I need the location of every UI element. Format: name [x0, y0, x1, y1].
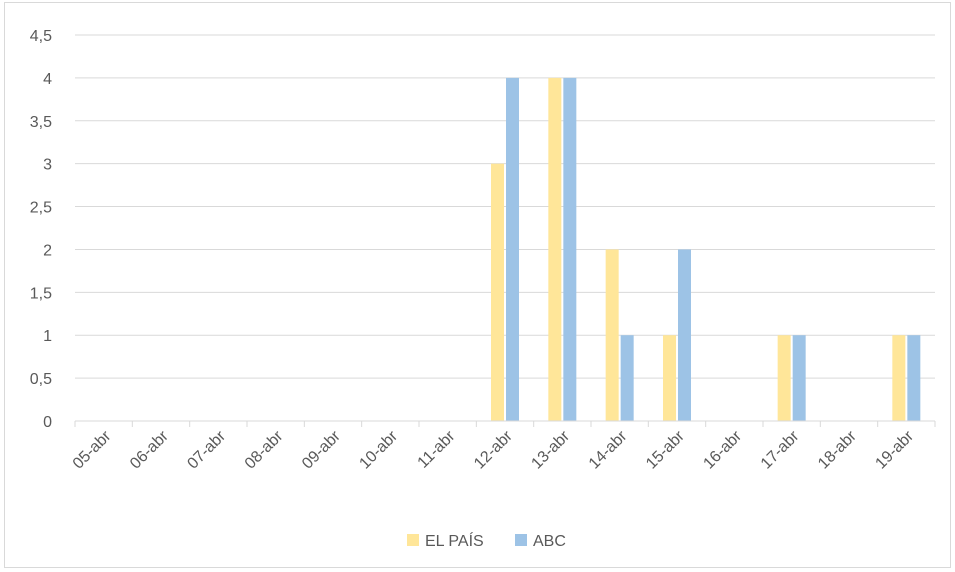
x-tick-label: 10-abr: [356, 427, 401, 472]
x-tick-label: 07-abr: [184, 427, 229, 472]
legend: EL PAÍS ABC: [407, 531, 566, 550]
y-tick-label: 1,5: [30, 285, 52, 302]
y-tick-label: 3,5: [30, 114, 52, 131]
x-tick-label: 12-abr: [471, 427, 516, 472]
x-tick-label: 13-abr: [528, 427, 573, 472]
bar: [563, 77, 577, 421]
bar: [620, 335, 634, 421]
bar: [605, 249, 619, 421]
y-tick-label: 0: [43, 414, 52, 431]
x-axis-tick-labels: 05-abr 06-abr 07-abr 08-abr 09-abr 10-abr 11-a…: [70, 427, 918, 472]
y-tick-label: 0,5: [30, 371, 52, 388]
y-tick-label: 2: [43, 242, 52, 259]
bar: [491, 163, 504, 421]
x-tick-label: 11-abr: [415, 427, 459, 471]
bar: [777, 335, 791, 421]
chart-frame: [4, 2, 951, 568]
legend-label: ABC: [533, 533, 566, 550]
bar: [506, 77, 519, 421]
bar: [907, 335, 921, 421]
x-tick-label: 19-abr: [872, 427, 917, 472]
y-tick-label: 4,5: [30, 28, 52, 45]
y-tick-label: 2,5: [30, 200, 52, 217]
legend-label: EL PAÍS: [425, 531, 484, 550]
bar: [663, 335, 676, 421]
y-tick-label: 1: [43, 328, 52, 345]
x-tick-label: 18-abr: [815, 427, 860, 472]
gridlines: [75, 34, 935, 379]
bar: [678, 249, 691, 421]
x-tick-label: 14-abr: [586, 427, 631, 472]
x-tick-label: 09-abr: [299, 427, 344, 472]
legend-swatch: [515, 534, 527, 546]
axes: [74, 420, 936, 427]
x-tick-label: 17-abr: [758, 427, 803, 472]
bar: [892, 335, 906, 421]
bar: [792, 335, 806, 421]
x-tick-label: 06-abr: [127, 427, 172, 472]
x-tick-label: 16-abr: [700, 427, 745, 472]
bar: [548, 77, 562, 421]
x-tick-label: 15-abr: [643, 427, 688, 472]
y-tick-label: 4: [43, 71, 52, 88]
x-tick-label: 08-abr: [242, 427, 287, 472]
y-tick-label: 3: [43, 157, 52, 174]
y-axis-tick-labels: 0 0,5 1 1,5 2 2,5 3 3,5 4 4,5: [30, 28, 52, 431]
bars: [491, 77, 921, 421]
x-tick-label: 05-abr: [70, 427, 115, 472]
legend-swatch: [407, 534, 419, 546]
